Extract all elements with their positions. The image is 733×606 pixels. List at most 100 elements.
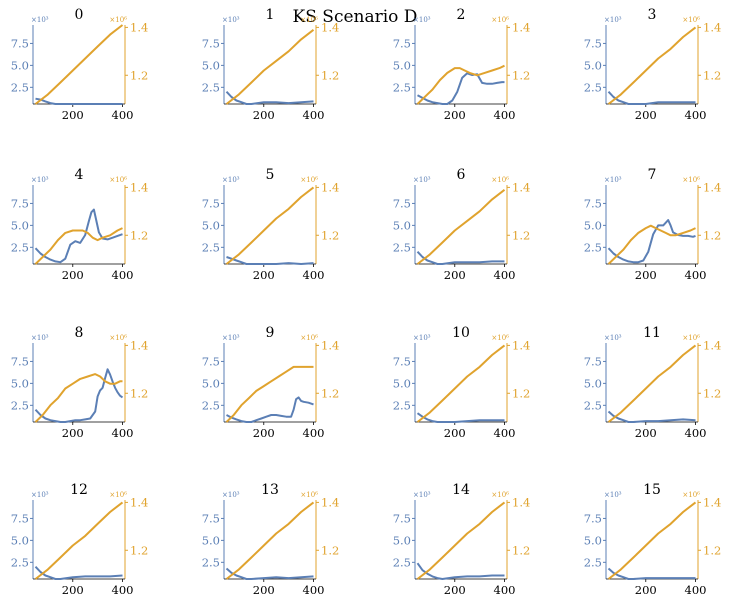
x-tick-label: 200 [444,583,466,597]
right-exponent-label: ×10⁶ [491,491,509,499]
right-exponent-label: ×10⁶ [682,334,700,342]
x-tick-label: 400 [494,268,516,282]
left-exponent-label: ×10³ [31,334,49,342]
left-tick-label: 5.0 [584,218,602,232]
x-tick-label: 200 [444,426,466,440]
orange-series-line [607,224,696,265]
panel-10: 10 2.5 5.0 7.5 1.2 1.4 200 400 ×10³ ×10⁶ [393,325,531,440]
right-tick-label: 1.4 [130,338,148,352]
left-exponent-label: ×10³ [31,491,49,499]
right-tick-label: 1.2 [321,68,339,82]
right-tick-label: 1.2 [703,228,721,242]
right-exponent-label: ×10⁶ [300,16,318,24]
x-tick-label: 400 [494,426,516,440]
x-tick-label: 200 [62,426,84,440]
right-tick-label: 1.4 [321,338,339,352]
left-tick-label: 7.5 [584,354,602,368]
left-tick-label: 5.0 [11,218,29,232]
panel-title: 1 [266,7,275,23]
blue-series-line [225,91,314,105]
panel-title: 13 [261,482,279,498]
left-tick-label: 5.0 [202,218,220,232]
panel-title: 2 [457,7,466,23]
left-exponent-label: ×10³ [413,176,431,184]
panel-1: 1 2.5 5.0 7.5 1.2 1.4 200 400 ×10³ ×10⁶ [202,7,340,122]
x-tick-label: 200 [444,108,466,122]
left-exponent-label: ×10³ [222,176,240,184]
orange-series-line [34,373,123,423]
panel-5: 5 2.5 5.0 7.5 1.2 1.4 200 400 ×10³ ×10⁶ [202,167,340,282]
x-tick-label: 200 [444,268,466,282]
blue-series-line [607,219,696,264]
right-exponent-label: ×10⁶ [109,16,127,24]
right-exponent-label: ×10⁶ [491,334,509,342]
right-exponent-label: ×10⁶ [109,334,127,342]
left-tick-label: 2.5 [202,80,220,94]
panel-0: 0 2.5 5.0 7.5 1.2 1.4 200 400 ×10³ ×10⁶ [11,7,149,122]
x-tick-label: 200 [62,583,84,597]
right-tick-label: 1.4 [512,20,530,34]
panel-6: 6 2.5 5.0 7.5 1.2 1.4 200 400 ×10³ ×10⁶ [393,167,531,282]
figure-title: KS Scenario D [293,7,418,27]
blue-series-line [416,412,505,423]
left-tick-label: 7.5 [11,511,29,525]
panel-15: 15 2.5 5.0 7.5 1.2 1.4 200 400 ×10³ ×10⁶ [584,482,722,597]
right-tick-label: 1.4 [321,180,339,194]
left-tick-label: 5.0 [202,533,220,547]
blue-series-line [226,256,314,265]
orange-series-line [416,64,505,105]
left-tick-label: 2.5 [393,555,411,569]
x-tick-label: 400 [685,108,707,122]
left-tick-label: 5.0 [202,376,220,390]
x-tick-label: 200 [253,583,275,597]
x-tick-label: 200 [253,426,275,440]
x-tick-label: 200 [635,583,657,597]
right-tick-label: 1.2 [703,543,721,557]
left-tick-label: 2.5 [202,555,220,569]
right-exponent-label: ×10⁶ [682,16,700,24]
left-tick-label: 2.5 [202,240,220,254]
right-tick-label: 1.4 [512,180,530,194]
panel-title: 8 [75,325,84,341]
right-exponent-label: ×10⁶ [682,176,700,184]
right-exponent-label: ×10⁶ [491,16,509,24]
right-tick-label: 1.4 [703,20,721,34]
left-tick-label: 7.5 [202,36,220,50]
left-tick-label: 2.5 [584,240,602,254]
x-tick-label: 400 [494,583,516,597]
x-tick-label: 200 [62,268,84,282]
panel-title: 7 [648,167,657,183]
right-tick-label: 1.4 [703,495,721,509]
panel-title: 12 [70,482,88,498]
blue-series-line [607,410,696,423]
panel-title: 0 [75,7,84,23]
left-tick-label: 7.5 [393,354,411,368]
left-tick-label: 2.5 [11,240,29,254]
left-exponent-label: ×10³ [413,334,431,342]
right-tick-label: 1.4 [703,338,721,352]
right-tick-label: 1.2 [703,68,721,82]
panel-title: 9 [266,325,275,341]
panel-11: 11 2.5 5.0 7.5 1.2 1.4 200 400 ×10³ ×10⁶ [584,325,722,440]
x-tick-label: 200 [62,108,84,122]
blue-series-line [416,562,505,580]
left-tick-label: 2.5 [393,80,411,94]
x-tick-label: 200 [635,108,657,122]
x-tick-label: 400 [303,583,325,597]
x-tick-label: 200 [253,108,275,122]
panel-14: 14 2.5 5.0 7.5 1.2 1.4 200 400 ×10³ ×10⁶ [393,482,531,597]
x-tick-label: 400 [303,268,325,282]
blue-series-line [225,567,314,580]
right-tick-label: 1.4 [321,495,339,509]
orange-series-line [607,344,697,423]
orange-series-line [225,29,315,105]
orange-series-line [416,344,506,423]
left-tick-label: 2.5 [202,398,220,412]
panel-title: 3 [648,7,657,23]
right-tick-label: 1.2 [512,228,530,242]
left-exponent-label: ×10³ [31,176,49,184]
panel-title: 10 [452,325,470,341]
orange-series-line [34,24,124,105]
left-tick-label: 2.5 [11,398,29,412]
